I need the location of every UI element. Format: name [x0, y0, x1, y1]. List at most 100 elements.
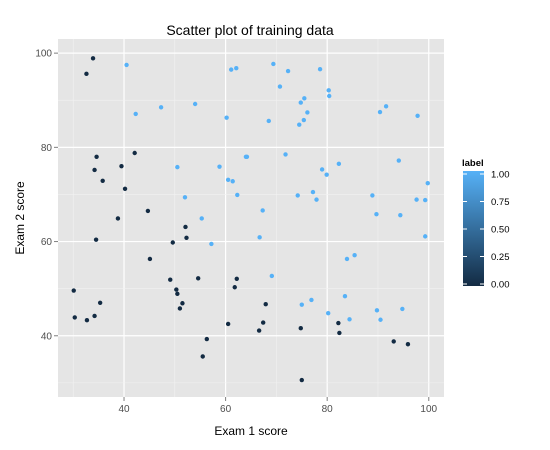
data-point — [180, 301, 185, 306]
data-point — [324, 172, 329, 177]
data-point — [168, 277, 173, 282]
data-point — [177, 306, 183, 311]
x-axis-title: Exam 1 score — [214, 424, 288, 438]
data-point — [400, 306, 405, 312]
legend-colorbar — [463, 171, 484, 286]
data-point — [327, 93, 332, 99]
data-point — [374, 212, 379, 217]
grid-lines — [58, 39, 444, 397]
data-point — [336, 161, 342, 167]
legend-title: label — [462, 158, 484, 169]
data-point — [352, 253, 357, 258]
legend-tick-label: 1.00 — [491, 170, 510, 181]
data-point — [314, 197, 319, 202]
data-point — [192, 101, 198, 107]
data-point — [405, 342, 411, 347]
data-point — [234, 66, 239, 71]
color-legend: label 0.00 0.25 0.50 0.75 1.00 — [462, 158, 510, 291]
data-point — [234, 276, 239, 281]
x-axis-ticks: 40 60 80 100 — [118, 397, 438, 415]
data-point — [336, 320, 341, 326]
data-point — [299, 377, 304, 383]
data-point — [84, 318, 90, 323]
chart-title: Scatter plot of training data — [166, 22, 334, 38]
data-point — [383, 104, 389, 109]
data-point — [122, 186, 128, 191]
y-tick-label: 100 — [35, 49, 52, 60]
data-point — [228, 67, 234, 72]
data-point — [302, 96, 307, 101]
data-point — [71, 288, 76, 293]
data-point — [398, 212, 403, 218]
data-points — [71, 56, 430, 383]
data-point — [374, 308, 380, 313]
data-point — [310, 189, 316, 195]
data-point — [100, 178, 105, 183]
data-point — [260, 320, 266, 325]
data-point — [269, 273, 275, 279]
y-axis-title: Exam 2 score — [13, 181, 27, 255]
data-point — [84, 71, 89, 77]
x-tick-label: 80 — [322, 404, 334, 415]
data-point — [204, 336, 210, 342]
data-point — [115, 216, 121, 221]
data-point — [174, 287, 179, 292]
x-tick-label: 40 — [118, 404, 130, 415]
data-point — [423, 234, 428, 239]
data-point — [342, 293, 348, 299]
data-point — [299, 302, 304, 307]
data-point — [92, 167, 97, 173]
data-point — [182, 195, 188, 200]
y-tick-label: 80 — [41, 143, 53, 154]
legend-tick-label: 0.50 — [491, 225, 510, 236]
data-point — [326, 310, 331, 316]
data-point — [225, 321, 231, 327]
data-point — [423, 197, 428, 203]
data-point — [317, 66, 323, 72]
data-point — [319, 167, 325, 172]
data-point — [217, 164, 222, 169]
data-point — [170, 240, 175, 245]
data-point — [94, 154, 99, 159]
legend-tick-label: 0.75 — [491, 197, 510, 208]
data-point — [225, 177, 231, 183]
data-point — [132, 150, 137, 156]
x-tick-label: 100 — [420, 404, 437, 415]
data-point — [347, 317, 352, 322]
data-point — [298, 100, 303, 105]
data-point — [378, 317, 383, 322]
data-point — [209, 241, 214, 247]
data-point — [271, 61, 276, 67]
data-point — [224, 115, 229, 120]
data-point — [232, 285, 237, 290]
data-point — [337, 330, 342, 336]
data-point — [230, 179, 235, 184]
data-point — [370, 193, 375, 198]
data-point — [184, 235, 189, 240]
data-point — [257, 235, 262, 240]
plot-panel — [58, 39, 444, 397]
data-point — [414, 197, 419, 202]
legend-tick-label: 0.25 — [491, 252, 510, 263]
data-point — [285, 68, 291, 74]
data-point — [183, 224, 188, 230]
data-point — [145, 208, 151, 214]
data-point — [133, 111, 138, 117]
data-point — [415, 113, 420, 118]
y-tick-label: 60 — [41, 237, 53, 248]
data-point — [175, 291, 180, 297]
y-tick-label: 40 — [41, 331, 53, 342]
data-point — [199, 216, 204, 221]
y-axis-ticks: 40 60 80 100 — [35, 49, 58, 342]
data-point — [90, 56, 96, 61]
data-point — [200, 354, 205, 359]
data-point — [277, 84, 283, 89]
data-point — [309, 297, 314, 303]
data-point — [391, 339, 396, 344]
data-point — [256, 328, 262, 333]
legend-tick-label: 0.00 — [491, 280, 510, 291]
data-point — [263, 302, 268, 307]
data-point — [72, 315, 77, 320]
data-point — [97, 300, 103, 305]
data-point — [119, 163, 124, 169]
